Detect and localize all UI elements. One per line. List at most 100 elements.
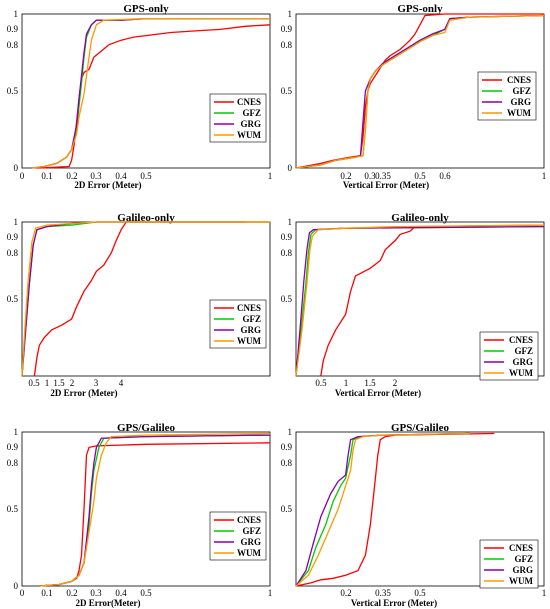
legend-label: WUM	[237, 130, 261, 140]
x-tick-label: 0	[20, 171, 25, 181]
x-tick-label: 0.6	[439, 171, 451, 181]
x-tick-label: 0.2	[66, 588, 77, 598]
x-tick-label: 4	[119, 378, 124, 388]
y-tick-label: 1	[288, 427, 293, 437]
y-tick-label: 0.5	[281, 294, 293, 304]
panel-title: GPS/Galileo	[117, 422, 176, 434]
x-axis-label: Vertical Error (Meter)	[351, 598, 437, 608]
series-line-cnes	[33, 221, 270, 377]
x-tick-label: 2	[70, 378, 75, 388]
legend-label: WUM	[507, 108, 531, 118]
series-line-cnes	[320, 224, 545, 377]
x-tick-label: 0.35	[375, 171, 391, 181]
panel-title: Galileo-only	[117, 212, 175, 224]
series-lines	[295, 13, 545, 169]
legend-label: WUM	[509, 576, 533, 586]
x-tick-label: 0.2	[340, 171, 351, 181]
y-tick-label: 1	[14, 217, 19, 227]
plot-frame	[21, 221, 271, 377]
x-tick-label: 0.3	[364, 171, 376, 181]
legend: CNES GFZ GRG WUM	[477, 71, 537, 121]
y-tick-label: 0	[14, 163, 19, 173]
y-tick-label: 0.5	[281, 86, 293, 96]
y-tick-label: 1	[14, 9, 19, 19]
series-line-wum	[295, 432, 470, 587]
legend-label: WUM	[509, 368, 533, 378]
legend-label: WUM	[237, 336, 261, 346]
legend-label: GFZ	[242, 108, 261, 118]
legend-label: WUM	[237, 548, 261, 558]
panel-galileo-only-vertical: Galileo-only 0.5 0.8 0.9 1 0.5 1 1.5 2 V…	[281, 212, 545, 398]
panel-title: GPS-only	[397, 3, 443, 15]
x-tick-label: 0.1	[41, 171, 52, 181]
plot-frame	[21, 431, 271, 587]
y-tick-label: 1	[14, 427, 19, 437]
x-tick-label: 0.4	[115, 171, 127, 181]
panel-title: GPS-only	[123, 3, 169, 15]
series-line-gfz	[295, 432, 470, 587]
x-tick-label: 0.5	[414, 171, 426, 181]
x-tick-label: 1	[268, 171, 273, 181]
series-line-gfz	[39, 434, 271, 587]
x-tick-label: 0.2	[66, 171, 77, 181]
y-tick-label: 0.9	[281, 24, 293, 34]
legend-label: GRG	[240, 119, 261, 129]
legend-label: CNES	[237, 97, 261, 107]
series-lines	[31, 17, 271, 169]
series-line-wum	[39, 432, 271, 587]
panel-title: Galileo-only	[391, 212, 449, 224]
series-line-wum	[295, 14, 545, 169]
x-tick-label: 2	[393, 378, 398, 388]
legend-label: CNES	[509, 335, 533, 345]
y-tick-label: 1	[288, 9, 293, 19]
y-tick-label: 0.8	[281, 248, 293, 258]
y-tick-label: 0.8	[7, 40, 19, 50]
legend-label: CNES	[507, 75, 531, 85]
panel-gps-galileo-2d: GPS/Galileo 0 0.5 0.8 0.9 1 0 0.1 0.2 0.…	[7, 422, 273, 608]
panel-gps-galileo-vertical: GPS/Galileo 0.5 0.8 0.9 1 0.2 0.35 0.5 1…	[281, 422, 547, 608]
x-tick-label: 0.5	[140, 171, 152, 181]
x-tick-label: 0.5	[140, 588, 152, 598]
x-tick-label: 1	[344, 378, 349, 388]
y-tick-label: 0	[14, 581, 19, 591]
legend: CNES GFZ GRG WUM	[209, 93, 267, 143]
x-tick-label: 0.2	[340, 588, 351, 598]
series-line-grg	[31, 17, 270, 169]
y-tick-label: 0.8	[7, 458, 19, 468]
series-lines	[295, 224, 545, 377]
legend-label: CNES	[237, 515, 261, 525]
legend-label: CNES	[509, 543, 533, 553]
x-tick-label: 3	[94, 378, 99, 388]
legend-label: GFZ	[514, 554, 533, 564]
series-line-cnes	[295, 432, 495, 587]
series-line-grg	[39, 434, 271, 587]
series-line-gfz	[31, 17, 270, 169]
panel-gps-only-2d: GPS-only 0 0.5 0.8 0.9 1 0 0.1 0.2 0.3 0…	[7, 3, 273, 190]
x-tick-label: 1	[542, 588, 547, 598]
x-tick-label: 0.5	[28, 378, 40, 388]
legend: CNES GFZ GRG WUM	[479, 331, 539, 381]
y-tick-label: 0.5	[7, 86, 19, 96]
x-tick-label: 0.35	[375, 588, 391, 598]
y-tick-label: 1	[288, 217, 293, 227]
x-tick-label: 0.5	[315, 378, 327, 388]
legend-label: GRG	[240, 325, 261, 335]
series-line-wum	[31, 17, 270, 169]
y-tick-label: 0.9	[7, 24, 19, 34]
x-tick-label: 0.5	[414, 588, 426, 598]
legend-label: GFZ	[514, 346, 533, 356]
series-line-wum	[21, 221, 270, 377]
x-tick-label: 0	[20, 588, 25, 598]
x-tick-label: 1	[268, 588, 273, 598]
x-tick-label: 1.5	[53, 378, 65, 388]
series-lines	[295, 432, 495, 587]
legend-label: GFZ	[512, 86, 531, 96]
legend-label: GRG	[240, 537, 261, 547]
y-tick-label: 0.9	[7, 442, 19, 452]
legend-label: GFZ	[242, 314, 261, 324]
x-tick-label: 0.3	[90, 171, 102, 181]
x-axis-label: 2D Error (Meter)	[74, 180, 141, 190]
series-lines	[21, 221, 270, 377]
series-line-gfz	[21, 221, 270, 377]
